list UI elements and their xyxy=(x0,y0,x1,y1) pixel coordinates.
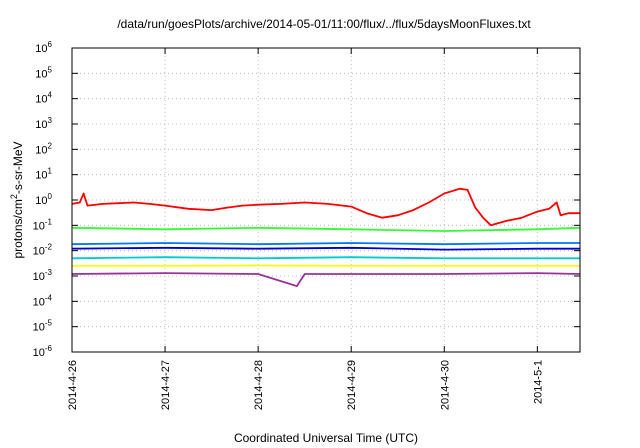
series-line-7 xyxy=(71,187,580,227)
y-tick-label: 10-2 xyxy=(33,243,53,258)
y-tick-label: 10-3 xyxy=(33,268,53,283)
x-tick-label: 2014-4-29 xyxy=(346,360,358,410)
y-tick-label: 10-4 xyxy=(33,293,53,308)
y-tick-label: 10-5 xyxy=(33,319,53,334)
x-axis-label: Coordinated Universal Time (UTC) xyxy=(234,431,418,445)
grid-lines xyxy=(71,48,580,352)
y-tick-label: 100 xyxy=(35,192,52,207)
series-group xyxy=(71,187,581,288)
x-axis: 2014-4-26 2014-4-27 2014-4-28 2014-4-29 2014… xyxy=(67,48,544,410)
x-tick-label: 2014-4-27 xyxy=(160,360,172,410)
y-tick-label: 10-6 xyxy=(33,344,53,359)
series-line-2 xyxy=(71,256,580,260)
y-tick-label: 103 xyxy=(35,116,52,131)
series-line-6 xyxy=(71,272,581,288)
y-tick-label: 101 xyxy=(35,167,52,182)
y-tick-label: 102 xyxy=(35,141,52,156)
y-tick-label: 104 xyxy=(35,91,52,106)
y-tick-label: 105 xyxy=(35,65,52,80)
series-line-4 xyxy=(71,242,580,246)
series-line-3 xyxy=(71,226,581,232)
y-axis-label: protons/cm2-s-sr-MeV xyxy=(9,141,25,258)
y-axis: 106 105 104 103 102 101 100 10-1 10-2 10-3 10-4 10-… xyxy=(33,40,580,359)
chart-title: /data/run/goesPlots/archive/2014-05-01/1… xyxy=(117,17,531,31)
y-tick-label: 106 xyxy=(35,40,52,55)
x-tick-label: 2014-4-30 xyxy=(439,360,451,410)
x-tick-label: 2014-4-28 xyxy=(253,360,265,410)
series-line-5 xyxy=(71,246,580,251)
x-tick-label: 2014-4-26 xyxy=(67,360,79,410)
y-tick-label: 10-1 xyxy=(33,217,53,232)
x-tick-label: 2014-5-1 xyxy=(532,360,544,404)
